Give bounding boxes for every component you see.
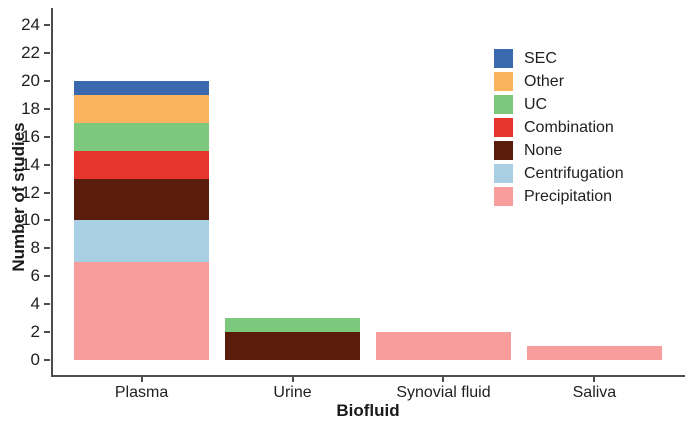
y-tick-label: 20	[21, 70, 40, 90]
legend-item-none: None	[494, 139, 624, 162]
bar-segment-plasma-uc	[73, 122, 210, 151]
legend-label: Combination	[524, 118, 614, 136]
y-tick-label: 24	[21, 14, 40, 34]
x-tick-mark	[291, 377, 294, 382]
bar-segment-plasma-sec	[73, 80, 210, 95]
legend-label: SEC	[524, 49, 557, 67]
y-tick-mark	[44, 275, 50, 278]
legend-key-swatch	[494, 49, 513, 68]
bar-segment-plasma-none	[73, 178, 210, 221]
y-tick-label: 18	[21, 98, 40, 118]
bar-segment-saliva-precipitation	[526, 346, 663, 361]
legend-item-centrifugation: Centrifugation	[494, 162, 624, 185]
y-tick-label: 6	[30, 266, 40, 286]
y-tick-label: 10	[21, 210, 40, 230]
plot-panel	[51, 8, 685, 377]
x-tick-label: Synovial fluid	[396, 384, 491, 401]
y-tick-mark	[44, 219, 50, 222]
legend-key-swatch	[494, 118, 513, 137]
legend-label: Centrifugation	[524, 164, 624, 182]
x-tick-mark	[140, 377, 143, 382]
legend-label: Precipitation	[524, 187, 613, 205]
y-tick-mark	[44, 359, 50, 362]
x-tick-mark	[442, 377, 445, 382]
y-tick-mark	[44, 247, 50, 250]
bar-segment-plasma-precipitation	[73, 262, 210, 361]
legend: SEC Other UC Combination None Centrifugation P…	[494, 47, 624, 208]
bar-segment-plasma-centrifugation	[73, 220, 210, 263]
x-tick-mark	[593, 377, 596, 382]
y-tick-mark	[44, 23, 50, 26]
x-tick-label: Saliva	[572, 384, 617, 401]
bar-segment-plasma-other	[73, 94, 210, 123]
legend-label: Other	[524, 72, 565, 90]
x-tick-label: Plasma	[114, 384, 169, 401]
y-tick-mark	[44, 191, 50, 194]
legend-item-combination: Combination	[494, 116, 624, 139]
bar-segment-urine-none	[224, 332, 361, 361]
y-tick-mark	[44, 79, 50, 82]
y-tick-label: 0	[30, 350, 40, 370]
legend-key-swatch	[494, 164, 513, 183]
legend-label: UC	[524, 95, 548, 113]
y-tick-label: 14	[21, 154, 40, 174]
y-tick-label: 8	[30, 238, 40, 258]
legend-item-precipitation: Precipitation	[494, 185, 624, 208]
legend-label: None	[524, 141, 563, 159]
legend-key-swatch	[494, 187, 513, 206]
bar-segment-synovial-fluid-precipitation	[375, 332, 512, 361]
x-tick-label: Urine	[273, 384, 312, 401]
y-tick-mark	[44, 51, 50, 54]
bar-segment-plasma-combination	[73, 150, 210, 179]
y-tick-label: 16	[21, 126, 40, 146]
legend-key-swatch	[494, 141, 513, 160]
y-tick-label: 2	[30, 322, 40, 342]
legend-item-uc: UC	[494, 93, 624, 116]
bar-segment-urine-uc	[224, 318, 361, 333]
y-tick-mark	[44, 135, 50, 138]
y-tick-label: 12	[21, 182, 40, 202]
y-tick-mark	[44, 303, 50, 306]
legend-item-sec: SEC	[494, 47, 624, 70]
legend-key-swatch	[494, 72, 513, 91]
x-axis-title: Biofluid	[336, 401, 400, 420]
y-tick-label: 22	[21, 42, 40, 62]
y-tick-label: 4	[30, 294, 40, 314]
y-tick-mark	[44, 107, 50, 110]
legend-key-swatch	[494, 95, 513, 114]
y-tick-mark	[44, 163, 50, 166]
y-tick-mark	[44, 331, 50, 334]
legend-item-other: Other	[494, 70, 624, 93]
